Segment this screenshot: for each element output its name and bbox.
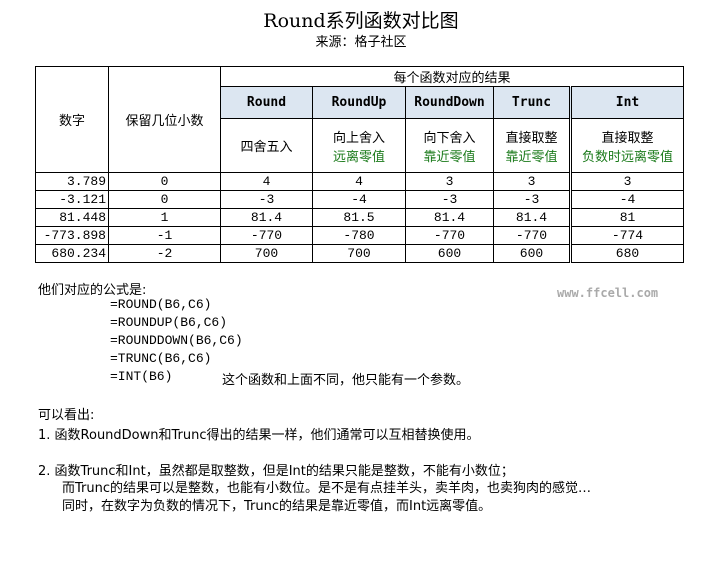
- formula-roundup: =ROUNDUP(B6,C6): [110, 315, 228, 330]
- watermark: www.ffcell.com: [557, 286, 659, 300]
- point-1: 1. 函数RoundDown和Trunc得出的结果一样，他们通常可以互相替换使用…: [38, 428, 480, 443]
- table-cell: -3: [405, 190, 494, 209]
- table-cell: 81.5: [312, 208, 406, 227]
- page-title: Round系列函数对比图: [263, 10, 459, 32]
- table-cell: 700: [220, 244, 313, 263]
- desc-trunc: 直接取整 靠近零值: [493, 118, 571, 173]
- table-cell: 81.4: [405, 208, 494, 227]
- table-cell: -770: [220, 226, 313, 245]
- func-int: Int: [569, 86, 684, 119]
- point-2-line-1: 2. 函数Trunc和Int，虽然都是取整数，但是Int的结果只能是整数，不能有…: [38, 464, 514, 479]
- table-cell: 600: [405, 244, 494, 263]
- table-cell: 81.448: [35, 208, 109, 227]
- formulas-heading: 他们对应的公式是:: [38, 283, 147, 298]
- table-row: -3.121 0 -3 -4 -3 -3 -4: [35, 190, 684, 209]
- formula-trunc: =TRUNC(B6,C6): [110, 351, 212, 366]
- table-cell: 700: [312, 244, 406, 263]
- table-cell: 0: [108, 190, 221, 209]
- point-2-line-2: 而Trunc的结果可以是整数，也能有小数位。是不是有点挂羊头，卖羊肉，也卖狗肉的…: [62, 481, 592, 496]
- header-digits: 保留几位小数: [108, 66, 221, 173]
- desc-rounddown: 向下舍入 靠近零值: [405, 118, 494, 173]
- table-cell: 1: [108, 208, 221, 227]
- table-cell: 4: [220, 172, 313, 191]
- table-cell: -780: [312, 226, 406, 245]
- table-cell: 81.4: [493, 208, 571, 227]
- table-row: 81.448 1 81.4 81.5 81.4 81.4 81: [35, 208, 684, 227]
- table-cell: 680: [569, 244, 684, 263]
- desc-main: 向下舍入: [423, 130, 476, 146]
- table-cell: 680.234: [35, 244, 109, 263]
- desc-main: 直接取整: [601, 130, 654, 146]
- table-cell: -2: [108, 244, 221, 263]
- table-cell: 3: [405, 172, 494, 191]
- table-cell: -3: [493, 190, 571, 209]
- table-cell: -770: [405, 226, 494, 245]
- formula-int: =INT(B6): [110, 369, 173, 384]
- formula-round: =ROUND(B6,C6): [110, 297, 212, 312]
- table-cell: 81: [569, 208, 684, 227]
- desc-main: 向上舍入: [332, 130, 385, 146]
- table-cell: -3: [220, 190, 313, 209]
- table-cell: 0: [108, 172, 221, 191]
- table-cell: 600: [493, 244, 571, 263]
- desc-note: 靠近零值: [423, 149, 476, 165]
- comparison-table: 数字 保留几位小数 每个函数对应的结果 Round RoundUp RoundD…: [35, 66, 684, 263]
- table-row: 3.789 0 4 4 3 3 3: [35, 172, 684, 191]
- table-cell: 81.4: [220, 208, 313, 227]
- point-2-line-3: 同时，在数字为负数的情况下，Trunc的结果是靠近零值，而Int远离零值。: [62, 499, 492, 514]
- formula-rounddown: =ROUNDDOWN(B6,C6): [110, 333, 243, 348]
- int-note: 这个函数和上面不同，他只能有一个参数。: [222, 373, 470, 388]
- table-row: -773.898 -1 -770 -780 -770 -770 -774: [35, 226, 684, 245]
- table-cell: 3: [493, 172, 571, 191]
- table-cell: 3.789: [35, 172, 109, 191]
- table-cell: -1: [108, 226, 221, 245]
- desc-note: 靠近零值: [505, 149, 558, 165]
- desc-note: 远离零值: [332, 149, 385, 165]
- table-cell: -770: [493, 226, 571, 245]
- desc-note: 负数时远离零值: [581, 149, 673, 165]
- func-roundup: RoundUp: [312, 86, 406, 119]
- header-group: 每个函数对应的结果: [220, 66, 684, 87]
- desc-int: 直接取整负数时远离零值: [569, 118, 684, 173]
- table-row: 680.234 -2 700 700 600 600 680: [35, 244, 684, 263]
- desc-round: 四舍五入: [220, 118, 313, 173]
- func-round: Round: [220, 86, 313, 119]
- func-rounddown: RoundDown: [405, 86, 494, 119]
- desc-main: 四舍五入: [240, 140, 293, 155]
- desc-roundup: 向上舍入 远离零值: [312, 118, 406, 173]
- desc-main: 直接取整: [505, 130, 558, 146]
- func-trunc: Trunc: [493, 86, 571, 119]
- table-cell: -4: [569, 190, 684, 209]
- conclusion-heading: 可以看出:: [38, 408, 95, 423]
- source-subtitle: 来源：格子社区: [315, 35, 407, 50]
- table-cell: -3.121: [35, 190, 109, 209]
- table-cell: -774: [569, 226, 684, 245]
- table-cell: 3: [569, 172, 684, 191]
- header-number: 数字: [35, 66, 109, 173]
- table-cell: -4: [312, 190, 406, 209]
- table-cell: -773.898: [35, 226, 109, 245]
- table-cell: 4: [312, 172, 406, 191]
